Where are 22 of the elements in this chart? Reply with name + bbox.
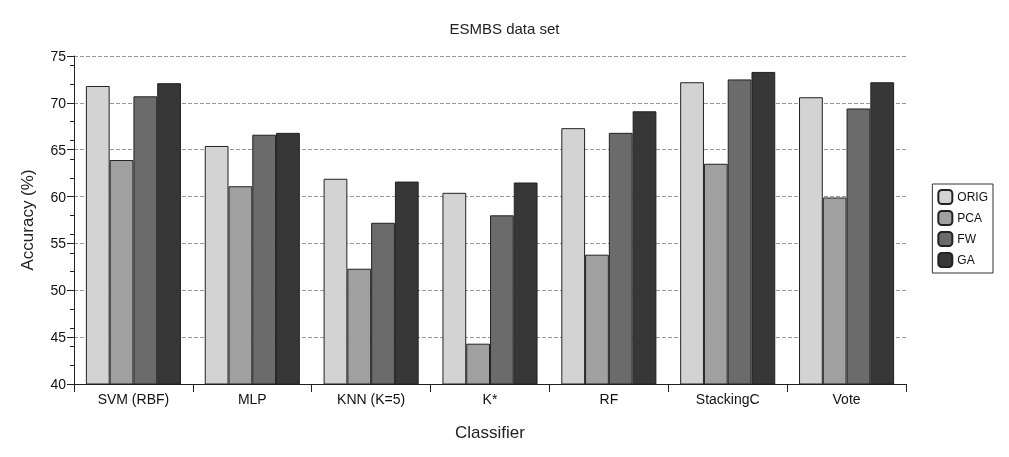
legend-label: PCA xyxy=(957,211,983,225)
x-tick-label: MLP xyxy=(237,391,267,407)
x-tick-label: Vote xyxy=(832,391,861,407)
chart-title: ESMBS data set xyxy=(449,20,561,37)
y-tick-label: 75 xyxy=(50,48,67,64)
x-tick-label: RF xyxy=(599,391,619,407)
x-tick-label: KNN (K=5) xyxy=(337,391,406,407)
y-tick-label: 65 xyxy=(50,141,67,158)
y-tick-label: 55 xyxy=(50,235,67,252)
y-tick-label: 40 xyxy=(50,376,67,392)
x-axis-title: Classifier xyxy=(455,423,526,442)
legend-label: ORIG xyxy=(957,190,988,204)
legend-label: FW xyxy=(957,232,977,246)
y-axis-title: Accuracy (%) xyxy=(18,169,37,271)
y-tick-label: 45 xyxy=(50,329,67,346)
legend-label: GA xyxy=(957,253,975,267)
y-tick-label: 70 xyxy=(50,94,67,111)
y-tick-label: 50 xyxy=(50,282,67,299)
x-tick-label: K* xyxy=(482,391,498,407)
x-tick-label: StackingC xyxy=(695,391,760,407)
y-tick-label: 60 xyxy=(50,188,67,205)
x-tick-label: SVM (RBF) xyxy=(97,391,170,407)
